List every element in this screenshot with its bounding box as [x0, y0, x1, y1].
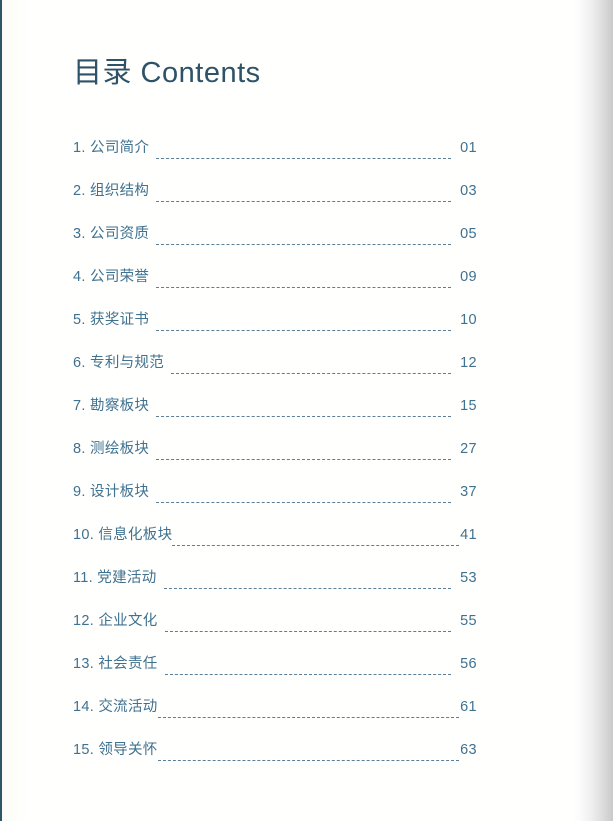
toc-entry-label: 4. 公司荣誉: [73, 269, 150, 285]
toc-leader-dots: [156, 415, 451, 417]
toc-entry[interactable]: 2. 组织结构 03: [73, 179, 477, 222]
toc-entry-page-number: 27: [460, 441, 477, 457]
page-left-edge-rule: [0, 0, 2, 821]
toc-leader-dots: [157, 716, 460, 718]
toc-entry[interactable]: 3. 公司资质 05: [73, 222, 477, 265]
toc-entry-page-number: 05: [460, 226, 477, 242]
toc-entry-page-number: 15: [460, 398, 477, 414]
toc-entry[interactable]: 4. 公司荣誉 09: [73, 265, 477, 308]
toc-leader-dots: [156, 458, 451, 460]
toc-entry-label: 3. 公司资质: [73, 226, 150, 242]
toc-entry-page-number: 10: [460, 312, 477, 328]
toc-entry-page-number: 37: [460, 484, 477, 500]
page-right-shadow: [573, 0, 613, 821]
toc-leader-dots: [157, 759, 460, 761]
toc-entry-label: 12. 企业文化: [73, 613, 158, 629]
toc-entry-label: 15. 领导关怀: [73, 742, 158, 758]
toc-entry[interactable]: 6. 专利与规范 12: [73, 351, 477, 394]
toc-entry-page-number: 41: [460, 527, 477, 543]
toc-leader-dots: [164, 673, 452, 675]
toc-entry-page-number: 09: [460, 269, 477, 285]
toc-entry-page-number: 63: [460, 742, 477, 758]
toc-entry[interactable]: 14. 交流活动 61: [73, 695, 477, 738]
toc-entry-page-number: 53: [460, 570, 477, 586]
toc-entry-page-number: 56: [460, 656, 477, 672]
toc-entry-label: 7. 勘察板块: [73, 398, 150, 414]
toc-entry-page-number: 61: [460, 699, 477, 715]
toc-entry-label: 14. 交流活动: [73, 699, 158, 715]
toc-entry[interactable]: 7. 勘察板块 15: [73, 394, 477, 437]
toc-entry[interactable]: 5. 获奖证书 10: [73, 308, 477, 351]
toc-leader-dots: [171, 372, 452, 374]
toc-entry[interactable]: 1. 公司简介 01: [73, 136, 477, 179]
toc-entry-label: 11. 党建活动: [73, 570, 157, 586]
toc-entry-page-number: 01: [460, 140, 477, 156]
page-title: 目录 Contents: [73, 57, 261, 89]
toc-entry-label: 8. 测绘板块: [73, 441, 150, 457]
toc-leader-dots: [156, 286, 451, 288]
toc-entry[interactable]: 10. 信息化板块 41: [73, 523, 477, 566]
toc-entry-label: 6. 专利与规范: [73, 355, 165, 371]
toc-entry[interactable]: 12. 企业文化 55: [73, 609, 477, 652]
toc-entry-page-number: 55: [460, 613, 477, 629]
toc-entry[interactable]: 9. 设计板块 37: [73, 480, 477, 523]
toc-leader-dots: [164, 630, 452, 632]
toc-leader-dots: [156, 157, 451, 159]
page-left-inner-tint: [2, 0, 28, 821]
toc-leader-dots: [156, 200, 451, 202]
toc-entry-page-number: 03: [460, 183, 477, 199]
table-of-contents-list: 1. 公司简介 01 2. 组织结构 03 3. 公司资质 05 4. 公司荣誉 09 5. 获…: [73, 136, 477, 781]
toc-entry[interactable]: 11. 党建活动 53: [73, 566, 477, 609]
toc-leader-dots: [156, 243, 451, 245]
toc-entry-label: 2. 组织结构: [73, 183, 150, 199]
toc-entry-label: 1. 公司简介: [73, 140, 150, 156]
toc-entry-label: 10. 信息化板块: [73, 527, 173, 543]
toc-entry[interactable]: 15. 领导关怀 63: [73, 738, 477, 781]
toc-entry-label: 5. 获奖证书: [73, 312, 150, 328]
toc-leader-dots: [156, 329, 451, 331]
toc-leader-dots: [163, 587, 452, 589]
toc-entry-page-number: 12: [460, 355, 477, 371]
toc-entry[interactable]: 13. 社会责任 56: [73, 652, 477, 695]
toc-entry-label: 9. 设计板块: [73, 484, 150, 500]
toc-entry-label: 13. 社会责任: [73, 656, 158, 672]
toc-leader-dots: [156, 501, 451, 503]
toc-leader-dots: [172, 544, 459, 546]
toc-entry[interactable]: 8. 测绘板块 27: [73, 437, 477, 480]
